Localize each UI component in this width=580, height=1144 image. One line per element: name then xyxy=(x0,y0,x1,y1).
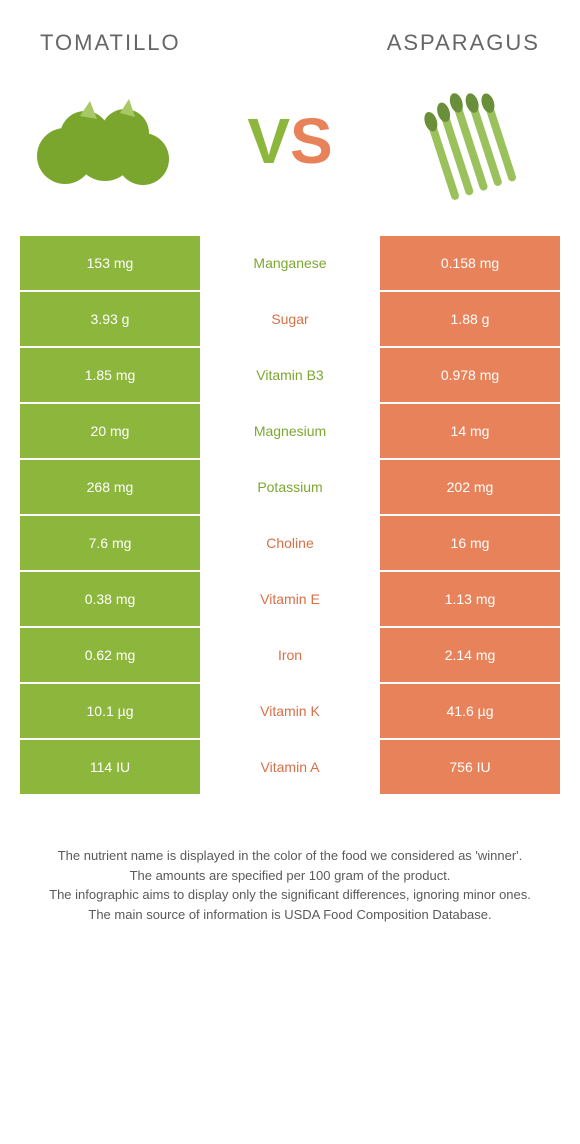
right-value: 41.6 µg xyxy=(380,684,560,740)
vs-s: S xyxy=(290,104,333,178)
vs-label: VS xyxy=(247,104,332,178)
header: TOMATILLO ASPARAGUS xyxy=(20,30,560,56)
footer-line-4: The main source of information is USDA F… xyxy=(30,905,550,925)
nutrient-name: Vitamin A xyxy=(200,740,380,796)
nutrient-row: 153 mgManganese0.158 mg xyxy=(20,236,560,292)
asparagus-image xyxy=(390,76,560,206)
left-value: 114 IU xyxy=(20,740,200,796)
right-value: 2.14 mg xyxy=(380,628,560,684)
nutrient-row: 268 mgPotassium202 mg xyxy=(20,460,560,516)
nutrient-name: Vitamin E xyxy=(200,572,380,628)
nutrient-name: Magnesium xyxy=(200,404,380,460)
tomatillo-image xyxy=(20,76,190,206)
left-value: 0.38 mg xyxy=(20,572,200,628)
right-value: 14 mg xyxy=(380,404,560,460)
right-value: 756 IU xyxy=(380,740,560,796)
vs-row: VS xyxy=(20,76,560,206)
footer-line-3: The infographic aims to display only the… xyxy=(30,885,550,905)
nutrient-name: Iron xyxy=(200,628,380,684)
right-value: 0.978 mg xyxy=(380,348,560,404)
nutrient-name: Choline xyxy=(200,516,380,572)
vs-v: V xyxy=(247,104,290,178)
left-value: 153 mg xyxy=(20,236,200,292)
right-value: 1.13 mg xyxy=(380,572,560,628)
title-left: TOMATILLO xyxy=(40,30,181,56)
nutrient-name: Potassium xyxy=(200,460,380,516)
nutrient-row: 0.38 mgVitamin E1.13 mg xyxy=(20,572,560,628)
nutrient-name: Vitamin K xyxy=(200,684,380,740)
left-value: 0.62 mg xyxy=(20,628,200,684)
nutrient-row: 0.62 mgIron2.14 mg xyxy=(20,628,560,684)
right-value: 16 mg xyxy=(380,516,560,572)
title-right: ASPARAGUS xyxy=(387,30,540,56)
nutrient-row: 10.1 µgVitamin K41.6 µg xyxy=(20,684,560,740)
right-value: 1.88 g xyxy=(380,292,560,348)
left-value: 10.1 µg xyxy=(20,684,200,740)
nutrient-row: 7.6 mgCholine16 mg xyxy=(20,516,560,572)
left-value: 1.85 mg xyxy=(20,348,200,404)
nutrient-name: Manganese xyxy=(200,236,380,292)
footer-line-1: The nutrient name is displayed in the co… xyxy=(30,846,550,866)
nutrient-row: 3.93 gSugar1.88 g xyxy=(20,292,560,348)
left-value: 7.6 mg xyxy=(20,516,200,572)
nutrient-name: Sugar xyxy=(200,292,380,348)
nutrient-row: 114 IUVitamin A756 IU xyxy=(20,740,560,796)
right-value: 202 mg xyxy=(380,460,560,516)
nutrient-table: 153 mgManganese0.158 mg3.93 gSugar1.88 g… xyxy=(20,236,560,796)
left-value: 20 mg xyxy=(20,404,200,460)
left-value: 3.93 g xyxy=(20,292,200,348)
right-value: 0.158 mg xyxy=(380,236,560,292)
nutrient-name: Vitamin B3 xyxy=(200,348,380,404)
left-value: 268 mg xyxy=(20,460,200,516)
footer-line-2: The amounts are specified per 100 gram o… xyxy=(30,866,550,886)
nutrient-row: 1.85 mgVitamin B30.978 mg xyxy=(20,348,560,404)
footer-notes: The nutrient name is displayed in the co… xyxy=(20,846,560,924)
nutrient-row: 20 mgMagnesium14 mg xyxy=(20,404,560,460)
